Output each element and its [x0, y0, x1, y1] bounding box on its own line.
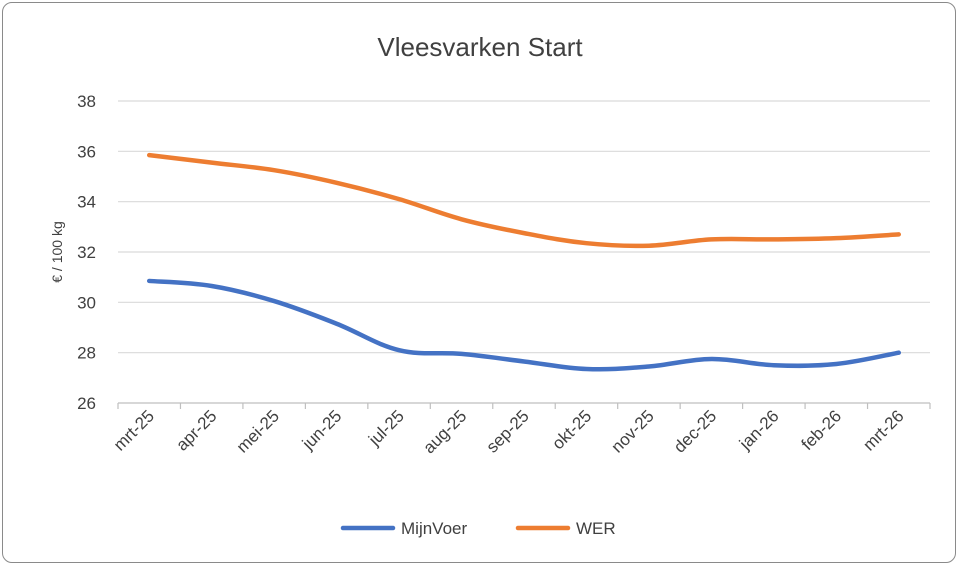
legend-label: WER [576, 519, 616, 538]
x-tick-label: mrt-26 [859, 406, 907, 454]
y-tick-label: 26 [77, 394, 96, 413]
x-tick-label: feb-26 [798, 406, 846, 454]
series-line-wer [146, 152, 902, 249]
y-axis-label: € / 100 kg [49, 221, 65, 283]
x-tick-label: dec-25 [670, 406, 720, 456]
y-tick-labels: 26 28 30 32 34 36 38 [77, 92, 96, 413]
gridlines [118, 100, 930, 354]
chart-title: Vleesvarken Start [377, 32, 583, 62]
x-tick-label: jul-25 [364, 406, 408, 450]
series-lines [146, 152, 902, 372]
y-tick-label: 32 [77, 243, 96, 262]
x-tick-labels: mrt-25 apr-25 mei-25 jun-25 jul-25 aug-25 sep-… [110, 406, 908, 457]
series-line-mijnvoer [146, 278, 902, 372]
x-tick-label: aug-25 [419, 406, 470, 457]
y-tick-label: 34 [77, 193, 96, 212]
legend: MijnVoer WER [340, 519, 616, 538]
legend-label: MijnVoer [401, 519, 467, 538]
x-tick-label: jan-26 [735, 406, 783, 454]
x-tick-label: mrt-25 [110, 406, 158, 454]
y-tick-label: 28 [77, 344, 96, 363]
x-tick-label: apr-25 [172, 406, 220, 454]
x-tick-label: okt-25 [548, 406, 595, 453]
x-tick-label: mei-25 [233, 406, 283, 456]
x-tick-label: nov-25 [608, 406, 658, 456]
x-tick-label: jun-25 [298, 406, 346, 454]
x-tick-label: sep-25 [483, 406, 533, 456]
x-axis [117, 402, 931, 409]
y-tick-label: 36 [77, 142, 96, 161]
y-tick-label: 38 [77, 92, 96, 111]
y-tick-label: 30 [77, 293, 96, 312]
